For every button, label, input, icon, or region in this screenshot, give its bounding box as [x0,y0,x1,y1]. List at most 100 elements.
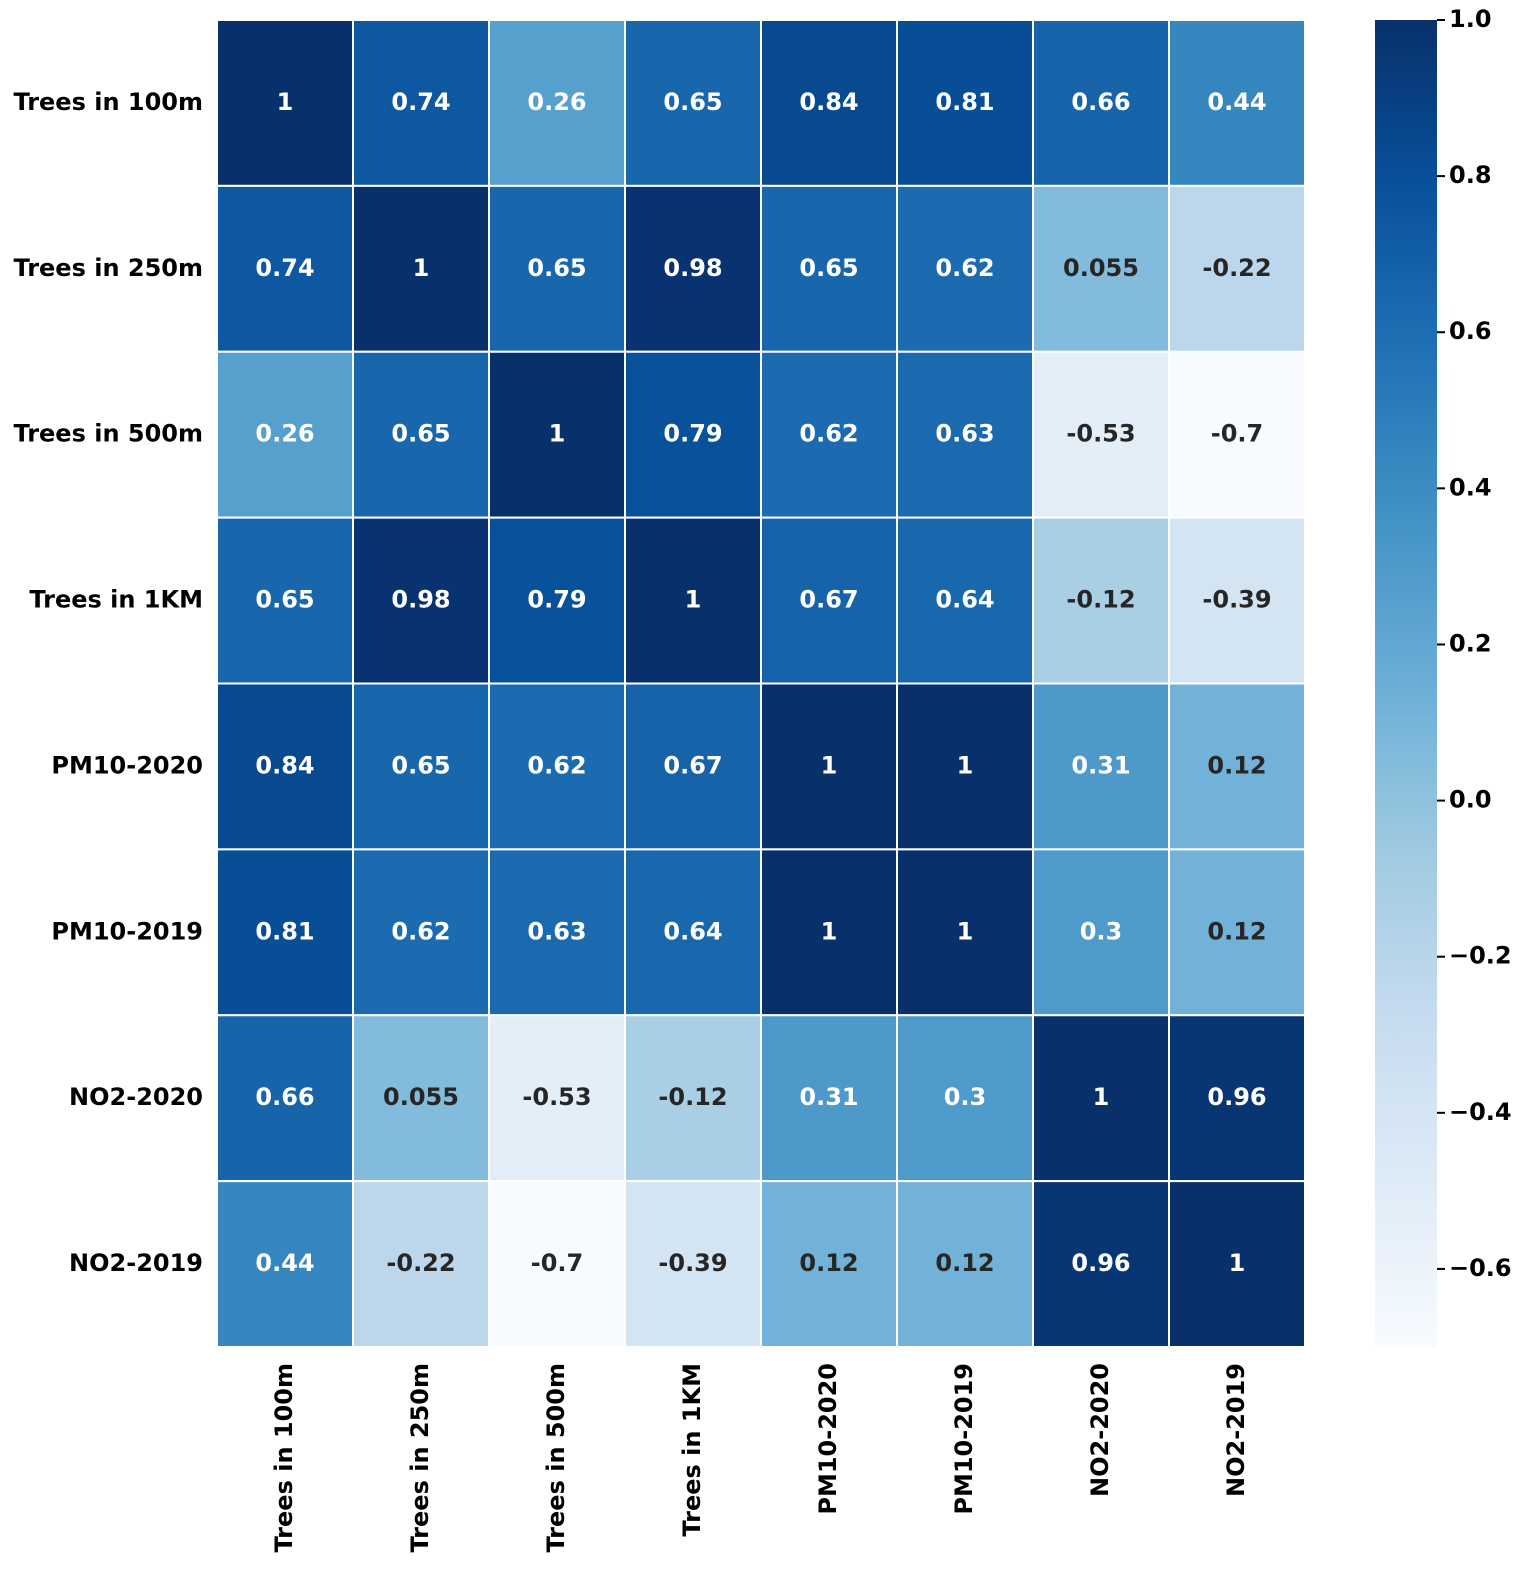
heatmap-cell [352,1014,490,1183]
cell-label: 0.81 [935,88,994,116]
cell-label: 0.31 [1071,751,1130,779]
cell-label: 0.055 [1063,254,1139,282]
y-tick-label: PM10-2020 [51,751,203,779]
cell-label: -0.7 [531,1249,583,1277]
heatmap-cell [1168,19,1306,187]
colorbar-tick-label: 0.4 [1449,473,1492,501]
colorbar-tick-label: 0.0 [1449,786,1492,814]
heatmap-cell [216,19,354,187]
heatmap-cell [352,350,490,519]
cell-label: 0.64 [663,917,722,945]
heatmap-cell [488,19,626,187]
cell-label: 0.79 [663,420,722,448]
cell-label: 0.62 [935,254,994,282]
cell-label: 1 [821,917,838,945]
heatmap-cell [488,350,626,519]
cell-label: 0.65 [255,586,314,614]
heatmap-cell [760,19,898,187]
heatmap-cell [624,184,762,353]
cell-label: 0.62 [527,751,586,779]
y-tick-label: NO2-2019 [69,1249,203,1277]
heatmap-cell [896,1014,1034,1183]
cell-label: 0.3 [944,1083,987,1111]
cell-label: 1 [277,88,294,116]
heatmap-cell [1032,1014,1170,1183]
cell-label: -0.53 [1066,420,1135,448]
cell-label: 0.055 [383,1083,459,1111]
heatmap-cell [624,516,762,685]
cell-label: -0.12 [1066,586,1135,614]
heatmap-cell [488,1180,626,1348]
cell-label: 1 [957,751,974,779]
heatmap-cell [896,682,1034,851]
colorbar-tick-label: −0.4 [1449,1098,1512,1126]
heatmap-cell [1168,1180,1306,1348]
heatmap-cell [624,19,762,187]
cell-label: 0.79 [527,586,586,614]
heatmap-cell [760,184,898,353]
cell-label: 0.84 [255,751,314,779]
heatmap-cell [760,1014,898,1183]
cell-label: 0.67 [663,751,722,779]
cell-label: 0.98 [391,586,450,614]
cell-label: 0.65 [391,751,450,779]
colorbar-tick-label: 0.8 [1449,161,1492,189]
heatmap-cell [896,848,1034,1017]
cell-label: -0.39 [1202,586,1271,614]
cell-label: 1 [685,586,702,614]
y-tick-label: Trees in 1KM [29,586,203,614]
heatmap-cell [352,848,490,1017]
cell-label: 1 [1093,1083,1110,1111]
colorbar-tick-label: −0.6 [1449,1254,1512,1282]
cell-label: 0.12 [1207,917,1266,945]
heatmap-cell [488,1014,626,1183]
x-tick-label: NO2-2020 [1086,1363,1114,1497]
heatmap-cell [1032,848,1170,1017]
cell-label: 0.44 [255,1249,314,1277]
cell-label: 0.65 [391,420,450,448]
cell-label: 0.62 [391,917,450,945]
heatmap-cell [488,848,626,1017]
heatmap-cell [896,350,1034,519]
heatmap-cell [1168,682,1306,851]
x-tick-label: Trees in 100m [270,1363,298,1553]
y-tick-label: Trees in 500m [13,420,203,448]
heatmap-cell [760,682,898,851]
cell-label: 0.65 [527,254,586,282]
cell-label: 0.67 [799,586,858,614]
colorbar-tick-label: 0.2 [1449,629,1492,657]
heatmap-cell [1032,350,1170,519]
cell-label: 0.3 [1080,917,1123,945]
y-tick-label: PM10-2019 [51,917,203,945]
heatmap-cell [760,1180,898,1348]
heatmap-cell [1032,516,1170,685]
cell-label: 0.12 [1207,751,1266,779]
cell-label: -0.12 [658,1083,727,1111]
cell-label: 0.96 [1207,1083,1266,1111]
cell-label: 0.65 [799,254,858,282]
cell-label: 1 [549,420,566,448]
x-tick-label: PM10-2020 [814,1363,842,1515]
heatmap-cell [488,682,626,851]
cell-label: -0.22 [386,1249,455,1277]
heatmap-cell [352,19,490,187]
heatmap-cell [760,848,898,1017]
cell-label: 1 [821,751,838,779]
cell-label: 1 [1229,1249,1246,1277]
cell-label: 0.63 [935,420,994,448]
cell-label: 0.64 [935,586,994,614]
cell-label: 0.12 [935,1249,994,1277]
cell-label: 0.96 [1071,1249,1130,1277]
heatmap-cell [216,516,354,685]
heatmap-cell [1168,350,1306,519]
colorbar-tick-label: −0.2 [1449,942,1512,970]
cell-label: 0.26 [527,88,586,116]
cell-label: 0.44 [1207,88,1266,116]
cell-label: -0.22 [1202,254,1271,282]
heatmap-cell [624,350,762,519]
heatmap-cell [216,350,354,519]
cell-label: 0.74 [391,88,450,116]
cell-label: 1 [413,254,430,282]
colorbar [1375,20,1437,1347]
